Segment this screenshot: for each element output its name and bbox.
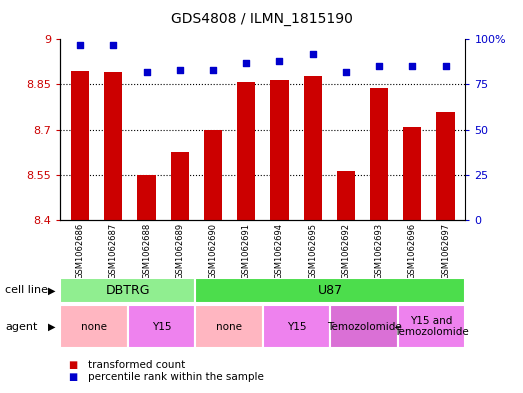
Text: Y15: Y15	[152, 321, 171, 332]
Point	[309, 51, 317, 57]
Point	[375, 63, 383, 70]
Bar	[71, 71, 89, 220]
Bar	[436, 112, 454, 220]
Text: GDS4808 / ILMN_1815190: GDS4808 / ILMN_1815190	[170, 12, 353, 26]
Text: cell line: cell line	[5, 285, 48, 296]
Text: none: none	[81, 321, 107, 332]
Bar	[303, 76, 322, 220]
Point	[109, 42, 118, 48]
Point	[76, 42, 84, 48]
Bar	[331, 305, 398, 348]
Bar	[104, 72, 122, 220]
Text: ▶: ▶	[48, 285, 55, 296]
Bar	[128, 305, 195, 348]
Point	[142, 69, 151, 75]
Bar	[403, 127, 422, 220]
Point	[275, 58, 283, 64]
Bar	[170, 152, 189, 220]
Point	[342, 69, 350, 75]
Text: DBTRG: DBTRG	[106, 284, 150, 297]
Text: Temozolomide: Temozolomide	[327, 321, 402, 332]
Point	[408, 63, 416, 70]
Point	[209, 67, 217, 73]
Bar	[398, 305, 465, 348]
Point	[242, 60, 251, 66]
Bar	[263, 305, 331, 348]
Bar	[270, 80, 289, 220]
Bar	[60, 278, 195, 303]
Text: agent: agent	[5, 321, 38, 332]
Text: ■: ■	[68, 360, 77, 370]
Text: percentile rank within the sample: percentile rank within the sample	[88, 372, 264, 382]
Bar	[337, 171, 355, 220]
Bar	[370, 88, 388, 220]
Point	[176, 67, 184, 73]
Text: Y15 and
Temozolomide: Y15 and Temozolomide	[394, 316, 469, 337]
Text: none: none	[216, 321, 242, 332]
Bar	[237, 82, 255, 220]
Text: transformed count: transformed count	[88, 360, 185, 370]
Text: U87: U87	[318, 284, 343, 297]
Text: Y15: Y15	[287, 321, 306, 332]
Text: ▶: ▶	[48, 321, 55, 332]
Bar	[195, 278, 465, 303]
Bar	[195, 305, 263, 348]
Bar	[138, 176, 156, 220]
Bar	[204, 130, 222, 220]
Point	[441, 63, 450, 70]
Text: ■: ■	[68, 372, 77, 382]
Bar	[60, 305, 128, 348]
